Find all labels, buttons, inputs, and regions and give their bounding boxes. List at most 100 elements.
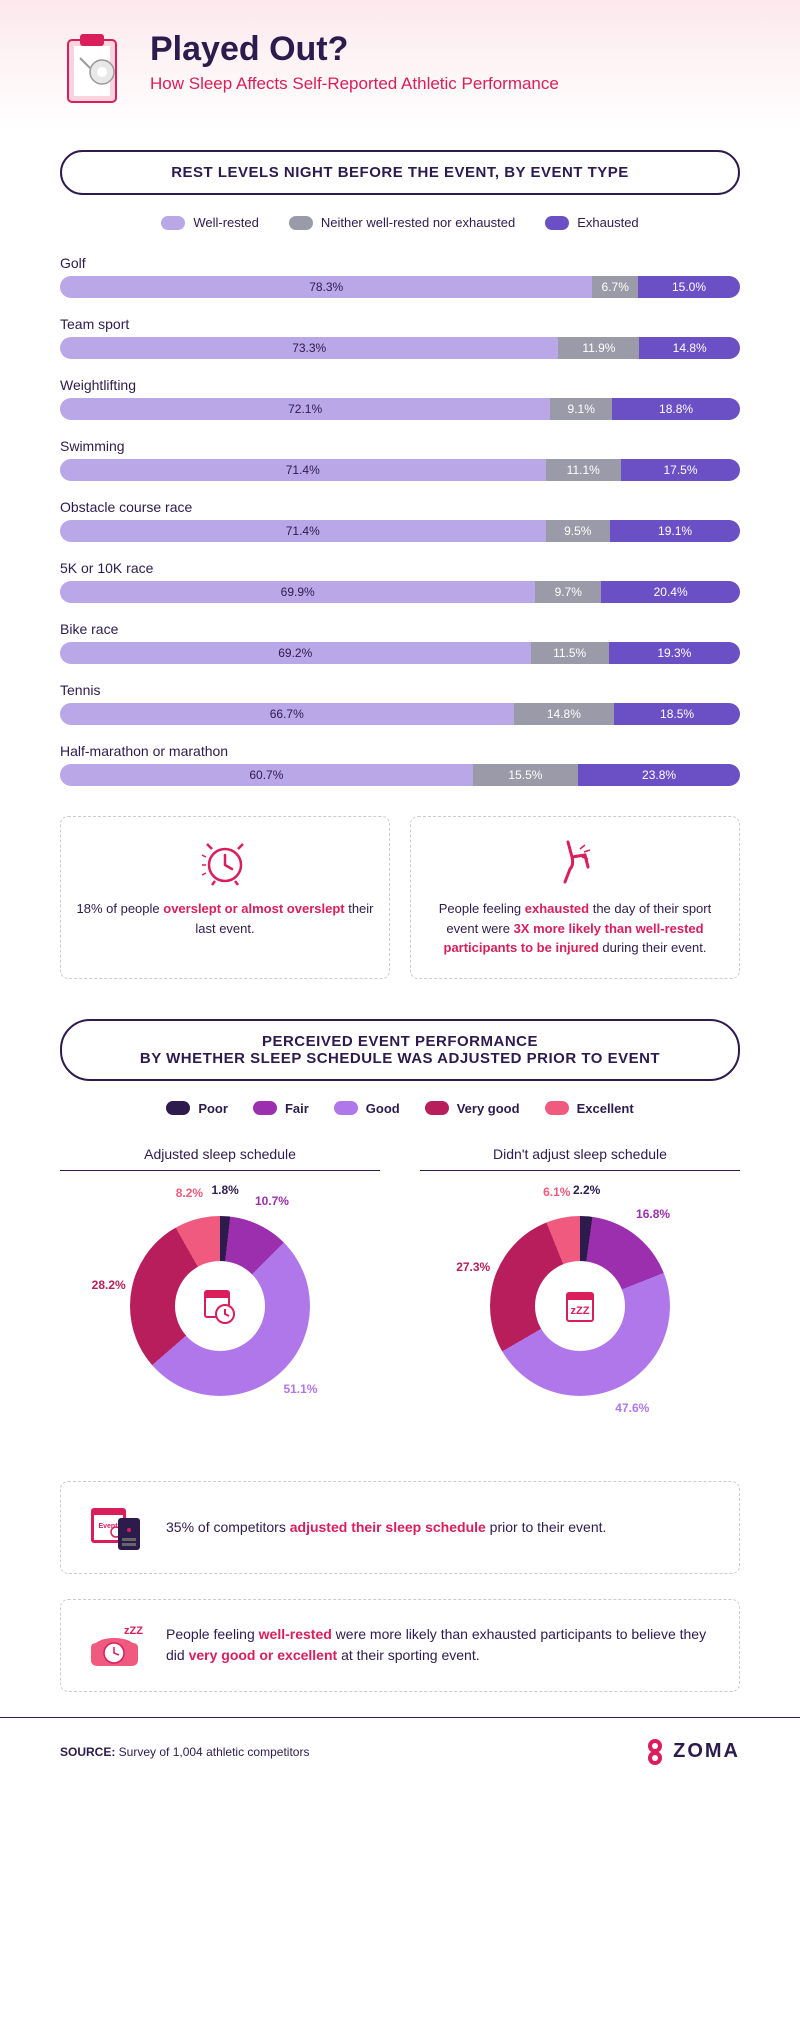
callout-overslept: 18% of people overslept or almost oversl… [60,816,390,979]
bar-row: Golf 78.3%6.7%15.0% [60,255,740,298]
bar-segment: 9.5% [546,520,611,542]
legend-label: Excellent [577,1101,634,1116]
chart1-section: REST LEVELS NIGHT BEFORE THE EVENT, BY E… [0,130,800,999]
chart2-title: PERCEIVED EVENT PERFORMANCE BY WHETHER S… [60,1019,740,1081]
swatch-well-rested [161,216,185,230]
donut-slice-label: 28.2% [92,1278,126,1292]
bar-segment: 23.8% [578,764,740,786]
legend-label: Fair [285,1101,309,1116]
bar-segment: 15.0% [638,276,740,298]
bar-label: Obstacle course race [60,499,740,515]
stacked-bar: 69.2%11.5%19.3% [60,642,740,664]
page-title: Played Out? [150,30,559,69]
swatch-neither [289,216,313,230]
bar-segment: 15.5% [473,764,578,786]
bar-label: 5K or 10K race [60,560,740,576]
legend-label: Exhausted [577,215,638,230]
bar-label: Half-marathon or marathon [60,743,740,759]
bar-row: Team sport73.3%11.9%14.8% [60,316,740,359]
stat-text: People feeling [439,901,525,916]
bar-segment: 6.7% [592,276,638,298]
page-subtitle: How Sleep Affects Self-Reported Athletic… [150,74,559,94]
bar-segment: 66.7% [60,703,514,725]
stat-highlight: very good or excellent [189,1647,338,1663]
bar-row: Half-marathon or marathon 60.7%15.5%23.8% [60,743,740,786]
stat-text: of people [103,901,164,916]
bar-row: Tennis 66.7%14.8%18.5% [60,682,740,725]
swatch-fair [253,1101,277,1115]
stat-highlight: well-rested [259,1626,332,1642]
donut-slice-label: 2.2% [573,1183,600,1197]
donut-charts: Adjusted sleep schedule 1.8% 10.7% 51.1% 28.… [60,1146,740,1436]
donut-center-icon [175,1261,265,1351]
callout-injury: People feeling exhausted the day of thei… [410,816,740,979]
donut-center-icon: zZZ [535,1261,625,1351]
chart2-section: PERCEIVED EVENT PERFORMANCE BY WHETHER S… [0,999,800,1456]
bar-row: 5K or 10K race 69.9%9.7%20.4% [60,560,740,603]
donut-wrap: Adjusted sleep schedule 1.8% 10.7% 51.1% 28.… [60,1146,380,1436]
donut-slice-label: 6.1% [543,1185,570,1199]
zoma-icon [643,1738,667,1766]
donut-chart: zZZ [490,1216,670,1396]
bar-segment: 71.4% [60,520,546,542]
donut-wrap: Didn't adjust sleep schedule zZZ 2.2% 16.8%… [420,1146,740,1436]
donut-container: 1.8% 10.7% 51.1% 28.2% 8.2% [80,1176,360,1436]
donut-slice-label: 10.7% [255,1194,289,1208]
legend-label: Well-rested [193,215,259,230]
stacked-bar: 69.9%9.7%20.4% [60,581,740,603]
bar-row: Swimming71.4%11.1%17.5% [60,438,740,481]
bar-row: Bike race 69.2%11.5%19.3% [60,621,740,664]
bar-segment: 20.4% [601,581,740,603]
bar-segment: 11.9% [558,337,639,359]
bar-segment: 69.9% [60,581,535,603]
header: Played Out? How Sleep Affects Self-Repor… [0,0,800,130]
chart1-legend: Well-rested Neither well-rested nor exha… [60,215,740,230]
stacked-bar: 71.4%9.5%19.1% [60,520,740,542]
stat-text: prior to their event. [486,1519,607,1535]
donut-slice-label: 47.6% [615,1401,649,1415]
bar-segment: 14.8% [514,703,615,725]
bar-row: Weightlifting72.1%9.1%18.8% [60,377,740,420]
pillow-sleep-icon: zZZ [86,1618,146,1673]
donut-container: zZZ 2.2% 16.8% 47.6% 27.3% 6.1% [440,1176,720,1436]
donut-slice-label: 1.8% [211,1183,238,1197]
callout-adjusted: Event 35% of competitors adjusted their … [60,1481,740,1574]
bar-segment: 69.2% [60,642,531,664]
bar-segment: 19.1% [610,520,740,542]
legend-label: Neither well-rested nor exhausted [321,215,515,230]
stacked-bar: 72.1%9.1%18.8% [60,398,740,420]
footer: SOURCE: Survey of 1,004 athletic competi… [0,1717,800,1786]
stacked-bar: 60.7%15.5%23.8% [60,764,740,786]
donut-slice-label: 51.1% [283,1382,317,1396]
bar-segment: 18.5% [614,703,740,725]
callout-well-rested: zZZ People feeling well-rested were more… [60,1599,740,1692]
donut-slice-label: 16.8% [636,1207,670,1221]
swatch-poor [166,1101,190,1115]
stacked-bar: 66.7%14.8%18.5% [60,703,740,725]
donut-slice-label: 27.3% [456,1260,490,1274]
bar-label: Bike race [60,621,740,637]
bar-label: Team sport [60,316,740,332]
swatch-very-good [425,1101,449,1115]
stacked-bar: 71.4%11.1%17.5% [60,459,740,481]
infographic: Played Out? How Sleep Affects Self-Repor… [0,0,800,1786]
legend-label: Very good [457,1101,520,1116]
bar-label: Tennis [60,682,740,698]
bar-segment: 72.1% [60,398,550,420]
stat-highlight: overslept or almost overslept [163,901,344,916]
svg-text:zZZ: zZZ [124,1625,143,1637]
donut-title: Adjusted sleep schedule [60,1146,380,1171]
injury-knee-icon [426,837,724,887]
brand-name: ZOMA [673,1740,740,1763]
brand-logo: ZOMA [643,1738,740,1766]
donut-slice-label: 8.2% [176,1186,203,1200]
donut-title: Didn't adjust sleep schedule [420,1146,740,1171]
bar-chart: Golf 78.3%6.7%15.0% Team sport73.3%11.9%14… [60,255,740,786]
stacked-bar: 78.3%6.7%15.0% [60,276,740,298]
bar-segment: 9.1% [550,398,612,420]
stat-pct: 18% [77,901,103,916]
bar-segment: 11.1% [546,459,621,481]
legend-label: Poor [198,1101,228,1116]
bar-label: Golf [60,255,740,271]
stat-text: People feeling [166,1626,259,1642]
